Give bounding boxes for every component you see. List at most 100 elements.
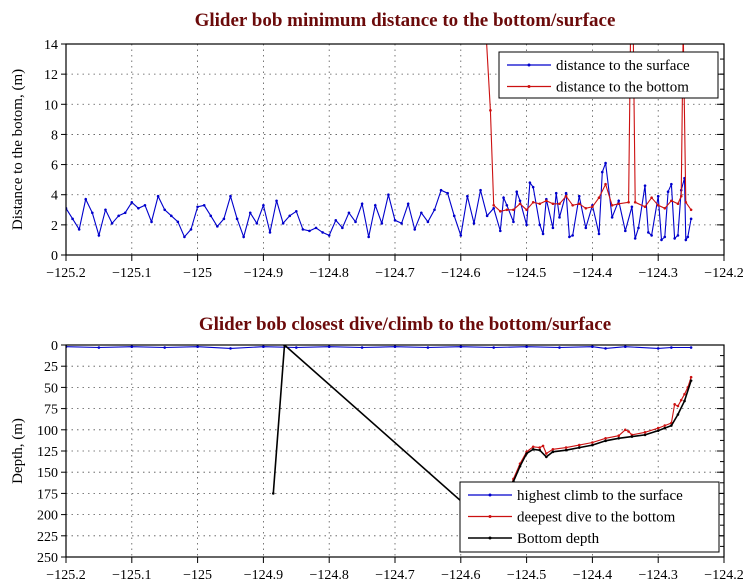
data-point: [314, 226, 318, 230]
data-point: [670, 424, 673, 427]
data-point: [643, 433, 647, 437]
legend-label: Bottom depth: [517, 531, 600, 547]
x-tick-label: −124.7: [375, 266, 414, 281]
data-point: [643, 431, 647, 434]
data-point: [327, 234, 331, 237]
chart-title: Glider bob minimum distance to the botto…: [195, 10, 616, 31]
data-point: [564, 448, 568, 452]
data-point: [387, 193, 390, 197]
data-point: [676, 404, 680, 408]
y-axis-label: Depth, (m): [10, 418, 26, 484]
data-point: [446, 191, 449, 195]
x-tick-label: −124.9: [244, 568, 283, 583]
data-point: [541, 444, 545, 448]
data-point: [551, 448, 555, 451]
bottom-chart: Glider bob closest dive/climb to the bot…: [10, 314, 744, 583]
data-point: [137, 206, 140, 210]
data-point: [689, 208, 693, 212]
data-point: [71, 217, 74, 221]
legend: distance to the surface distance to the b…: [498, 51, 719, 99]
data-point: [117, 214, 120, 218]
data-point: [77, 228, 81, 231]
y-tick-label: 12: [44, 68, 58, 83]
x-tick-label: −125.2: [46, 266, 85, 281]
data-point: [196, 345, 199, 348]
data-point: [360, 346, 364, 349]
data-point: [216, 225, 219, 228]
data-point: [676, 413, 680, 416]
data-point: [492, 346, 496, 349]
x-tick-label: −124.4: [573, 568, 612, 583]
data-point: [604, 347, 607, 350]
data-point: [91, 211, 94, 215]
data-point: [420, 211, 423, 215]
data-point: [163, 346, 166, 349]
data-point: [97, 234, 101, 237]
x-tick-label: −124.8: [309, 266, 348, 281]
chart-title: Glider bob closest dive/climb to the bot…: [199, 314, 611, 335]
data-point: [229, 347, 232, 350]
data-point: [679, 398, 683, 402]
data-point: [656, 194, 660, 198]
x-tick-label: −124.8: [309, 568, 348, 583]
data-point: [624, 229, 627, 233]
data-point: [275, 199, 278, 203]
y-tick-label: 150: [37, 466, 58, 481]
x-tick-label: −124.7: [375, 568, 414, 583]
data-point: [627, 200, 630, 204]
data-point: [584, 226, 588, 230]
data-point: [485, 214, 489, 218]
legend-marker: [488, 515, 492, 518]
data-point: [633, 237, 637, 240]
data-point: [505, 203, 509, 207]
data-point: [564, 191, 568, 195]
y-tick-label: 6: [51, 159, 58, 174]
data-point: [183, 235, 186, 239]
data-point: [393, 345, 397, 348]
data-point: [568, 235, 571, 239]
x-tick-label: −125.2: [46, 568, 85, 583]
data-point: [492, 203, 496, 207]
data-point: [502, 196, 505, 200]
data-point: [209, 214, 213, 218]
data-point: [650, 234, 653, 237]
data-point: [591, 345, 594, 348]
data-point: [327, 345, 331, 348]
data-point: [518, 199, 522, 203]
data-point: [647, 231, 650, 234]
data-point: [591, 443, 594, 447]
data-point: [564, 446, 568, 449]
data-point: [367, 235, 370, 239]
data-point: [627, 430, 630, 433]
y-tick-label: 25: [44, 360, 58, 375]
data-point: [684, 200, 688, 204]
data-point: [551, 450, 555, 454]
data-point: [492, 206, 496, 210]
series-line: [499, 377, 692, 536]
x-tick-label: −124.9: [244, 266, 283, 281]
legend-marker: [488, 536, 492, 540]
data-point: [525, 223, 528, 227]
data-point: [686, 235, 690, 239]
data-point: [656, 426, 660, 430]
x-tick-label: −124.6: [441, 266, 480, 281]
data-point: [229, 194, 232, 198]
data-point: [689, 346, 693, 349]
data-point: [452, 214, 456, 218]
data-point: [531, 448, 535, 451]
series-distance-to-the-bottom: [486, 44, 693, 213]
data-point: [656, 203, 660, 207]
x-tick-label: −124.4: [573, 266, 612, 281]
y-tick-label: 4: [51, 189, 58, 204]
data-point: [663, 424, 667, 427]
data-point: [554, 191, 558, 195]
data-point: [689, 379, 693, 382]
x-tick-label: −124.5: [507, 568, 546, 583]
data-point: [242, 235, 245, 239]
data-point: [617, 199, 621, 203]
legend-box: [498, 51, 719, 99]
data-point: [150, 220, 153, 224]
data-point: [577, 202, 581, 206]
y-tick-label: 14: [44, 38, 58, 53]
data-point: [637, 226, 640, 230]
